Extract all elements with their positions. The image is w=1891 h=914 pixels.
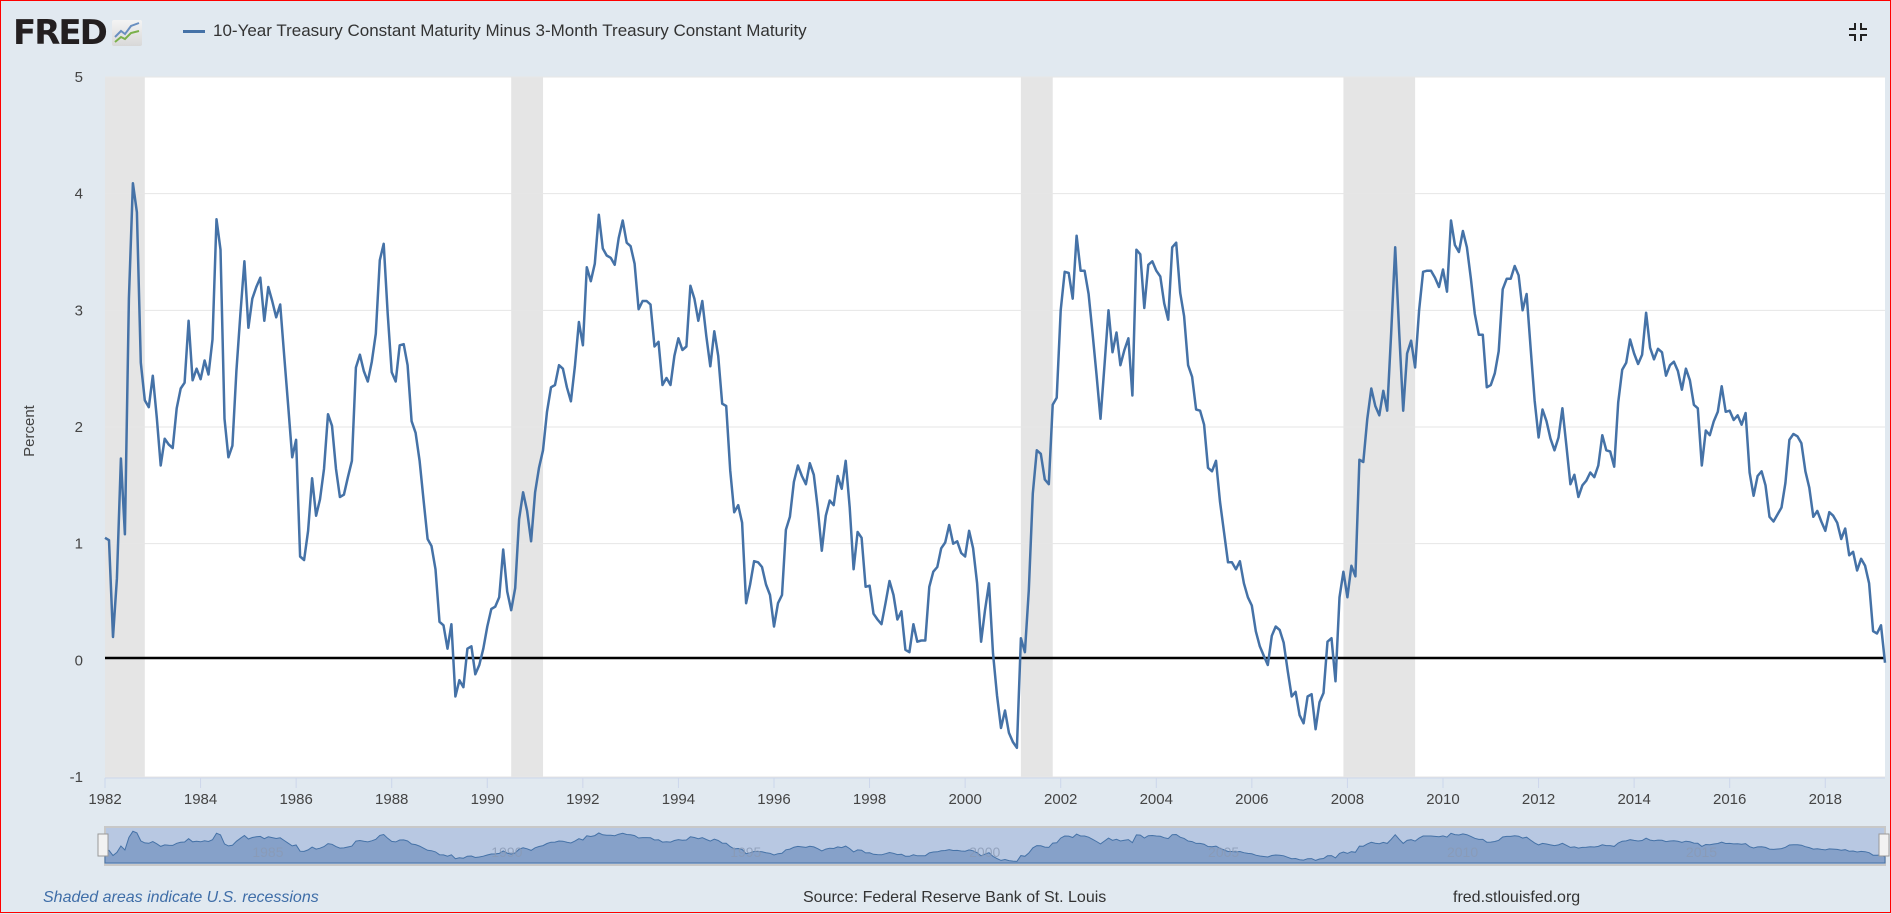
- legend-swatch: [183, 29, 205, 33]
- x-tick-label: 2014: [1617, 791, 1650, 808]
- y-tick-label: 2: [75, 419, 83, 436]
- source-text: Source: Federal Reserve Bank of St. Loui…: [803, 889, 1107, 906]
- navigator-label: 2000: [969, 844, 1000, 860]
- x-tick-label: 2018: [1809, 791, 1842, 808]
- legend-label: 10-Year Treasury Constant Maturity Minus…: [213, 21, 807, 40]
- x-tick-label: 2008: [1331, 791, 1364, 808]
- navigator-label: 2010: [1447, 844, 1478, 860]
- recession-note[interactable]: Shaded areas indicate U.S. recessions: [43, 889, 319, 906]
- navigator-label: 2005: [1208, 844, 1239, 860]
- y-axis-label: Percent: [21, 404, 38, 457]
- y-tick-label: 1: [75, 536, 83, 553]
- x-tick-label: 2006: [1235, 791, 1268, 808]
- x-tick-label: 2004: [1140, 791, 1173, 808]
- x-tick-label: 1998: [853, 791, 886, 808]
- series-line: [104, 181, 1887, 750]
- fred-logo-text: FRED: [13, 13, 108, 53]
- x-tick-label: 2016: [1713, 791, 1746, 808]
- x-tick-label: 1990: [471, 791, 504, 808]
- x-tick-label: 1994: [662, 791, 695, 808]
- y-tick-label: 5: [75, 69, 83, 86]
- navigator-right-handle[interactable]: [1878, 833, 1890, 857]
- navigator-label: 1990: [491, 844, 522, 860]
- y-tick-label: -1: [70, 769, 83, 786]
- y-tick-label: 0: [75, 652, 83, 669]
- navigator-left-handle[interactable]: [97, 833, 109, 857]
- line-graph-icon: [111, 20, 142, 46]
- y-tick-label: 3: [75, 302, 83, 319]
- x-tick-label: 1992: [566, 791, 599, 808]
- x-tick-label: 1986: [279, 791, 312, 808]
- navigator-label: 2015: [1686, 844, 1717, 860]
- fred-logo[interactable]: FRED: [13, 13, 142, 53]
- navigator-label: 1985: [252, 844, 283, 860]
- y-tick-label: 4: [75, 186, 83, 203]
- site-link[interactable]: fred.stlouisfed.org: [1453, 889, 1581, 906]
- x-tick-label: 1996: [757, 791, 790, 808]
- x-tick-label: 2000: [948, 791, 981, 808]
- legend-item[interactable]: 10-Year Treasury Constant Maturity Minus…: [183, 21, 807, 41]
- x-tick-label: 2002: [1044, 791, 1077, 808]
- x-tick-label: 2012: [1522, 791, 1555, 808]
- x-tick-label: 2010: [1426, 791, 1459, 808]
- navigator[interactable]: 1985 1990 1995 2000 2005 2010 2015: [97, 826, 1890, 866]
- x-tick-label: 1988: [375, 791, 408, 808]
- x-tick-label: 1982: [88, 791, 121, 808]
- x-tick-label: 1984: [184, 791, 217, 808]
- navigator-label: 1995: [730, 844, 761, 860]
- navigator-area: [104, 830, 1886, 864]
